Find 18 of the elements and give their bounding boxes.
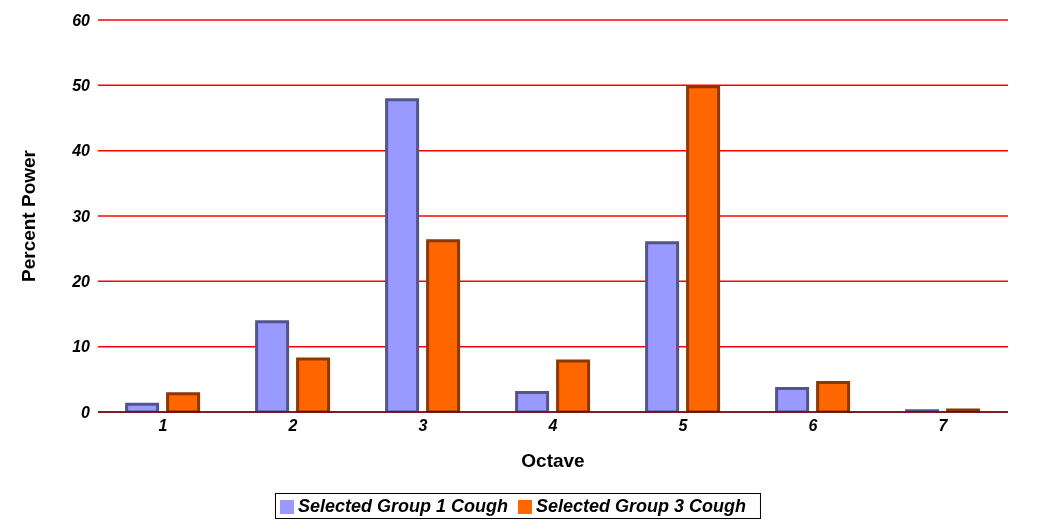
x-tick-label: 6 (808, 417, 818, 435)
y-tick-label: 10 (72, 338, 91, 356)
y-tick-label: 30 (72, 207, 91, 225)
x-tick-label: 1 (158, 417, 168, 435)
legend-label: Selected Group 3 Cough (536, 496, 747, 516)
y-axis-title: Percent Power (17, 149, 39, 282)
y-tick-label: 50 (72, 77, 91, 95)
x-tick-label: 5 (678, 417, 689, 435)
x-tick-label: 4 (547, 417, 558, 435)
x-tick-label: 3 (418, 417, 428, 435)
x-tick-label: 2 (287, 417, 298, 435)
x-axis-title: Octave (521, 450, 585, 471)
y-tick-label: 20 (71, 273, 91, 291)
y-tick-label: 0 (81, 403, 91, 421)
y-tick-label: 60 (72, 11, 91, 29)
legend-label: Selected Group 1 Cough (297, 496, 508, 516)
y-tick-label: 40 (71, 142, 91, 160)
x-tick-label: 7 (938, 417, 949, 435)
